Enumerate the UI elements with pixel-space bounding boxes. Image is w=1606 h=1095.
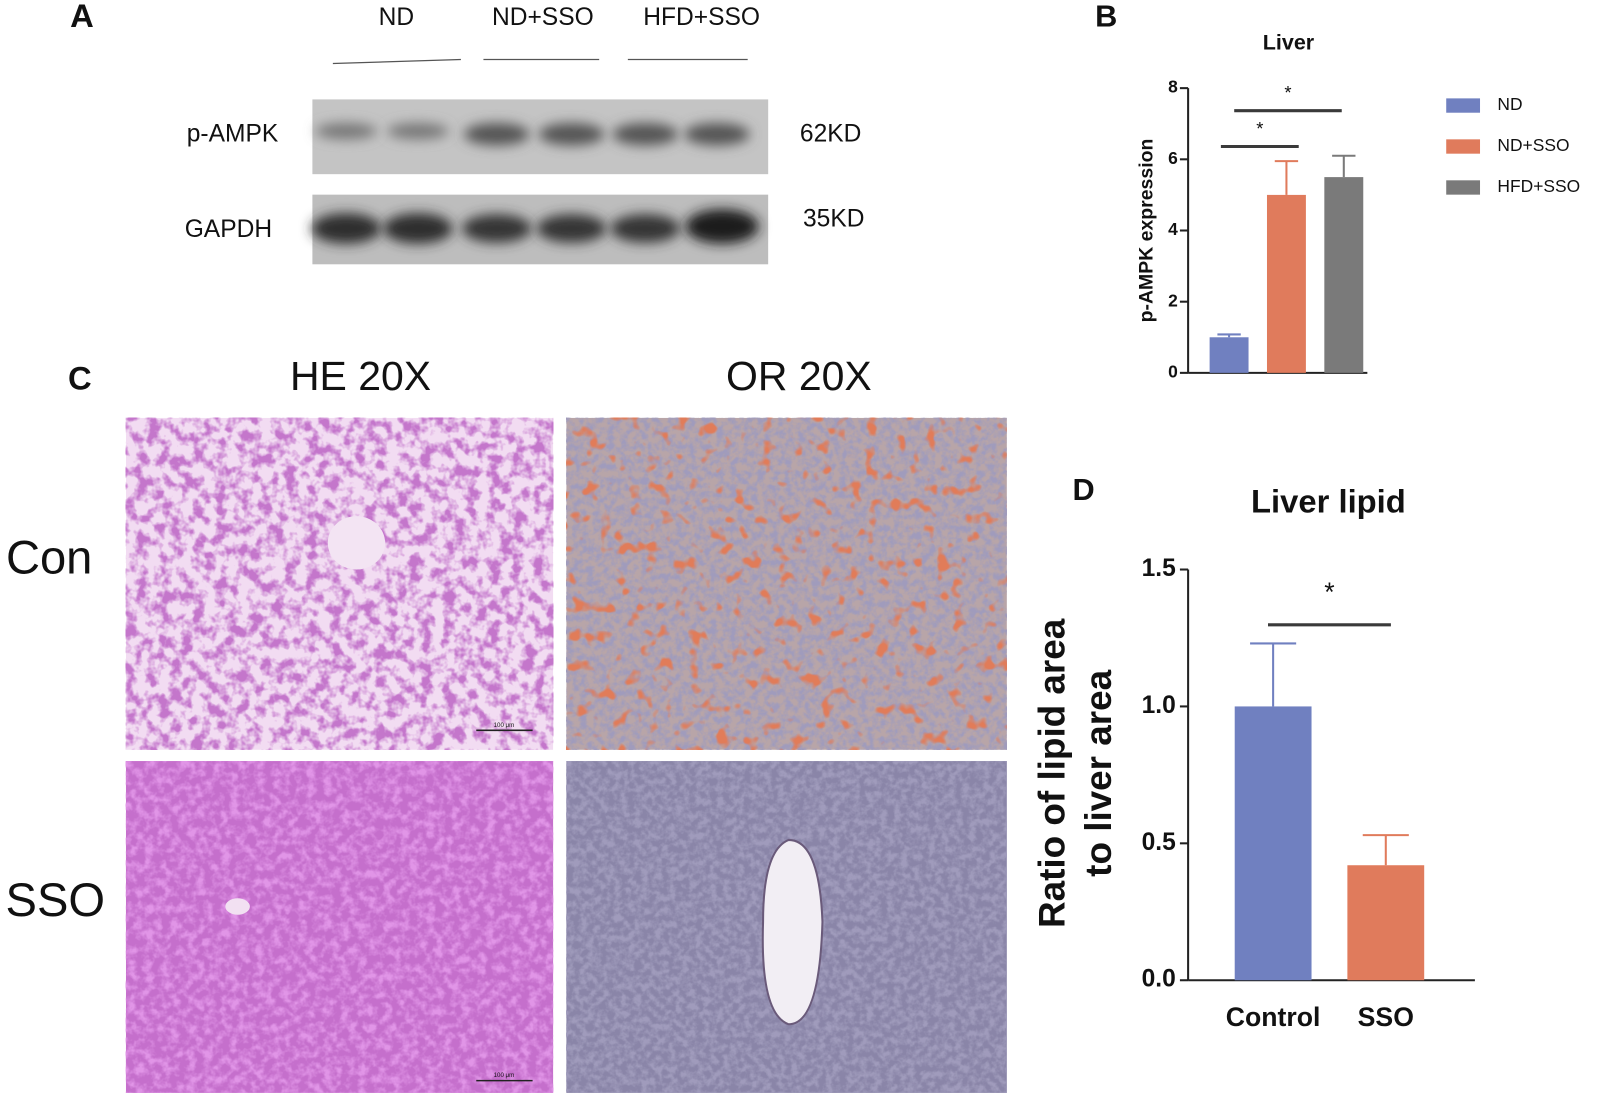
- y-axis-label: to liver area: [1078, 669, 1119, 876]
- size-label: 35KD: [803, 206, 864, 233]
- y-tick-label: 6: [1168, 148, 1178, 168]
- histology-image: [125, 417, 1007, 1093]
- x-tick-label: Control: [1226, 1002, 1321, 1032]
- stain-label: OR 20X: [726, 353, 872, 399]
- protein-label: p-AMPK: [187, 121, 279, 148]
- bar: [1209, 337, 1249, 373]
- bar: [1347, 865, 1425, 981]
- legend-swatch: [1446, 98, 1481, 113]
- y-tick-label: 1.0: [1142, 692, 1176, 719]
- panel-label: B: [1095, 0, 1117, 34]
- group-label: SSO: [6, 873, 106, 926]
- significance-mark: *: [1256, 118, 1263, 139]
- bar: [1266, 194, 1306, 373]
- panel-label: A: [70, 0, 94, 34]
- scale-bar-label: 100 μm: [494, 1072, 515, 1079]
- y-tick-label: 0.0: [1142, 966, 1176, 993]
- protein-label: GAPDH: [185, 216, 272, 243]
- y-tick-label: 2: [1168, 290, 1178, 310]
- charts: Liver p-AMPK expression 0 2 4 6 8 ND ND+SSO HFD+S…: [1032, 31, 1580, 1032]
- legend-label: HFD+SSO: [1497, 176, 1580, 196]
- y-tick-label: 1.5: [1142, 555, 1176, 582]
- scale-bar-label: 100 μm: [494, 722, 515, 729]
- panel-label: C: [68, 360, 92, 397]
- y-tick-label: 8: [1168, 77, 1178, 97]
- significance-mark: *: [1324, 577, 1334, 607]
- chart-title: Liver: [1263, 31, 1315, 55]
- x-tick-label: SSO: [1358, 1002, 1414, 1032]
- blot-group: ND+SSO: [492, 4, 594, 31]
- stain-label: HE 20X: [290, 353, 431, 399]
- panel-label: D: [1073, 472, 1095, 507]
- y-tick-label: 0: [1168, 361, 1178, 381]
- size-label: 62KD: [800, 121, 861, 148]
- significance-mark: *: [1284, 82, 1291, 103]
- legend-label: ND+SSO: [1497, 135, 1569, 155]
- legend-swatch: [1446, 180, 1481, 195]
- group-line: [332, 58, 461, 65]
- chart-title: Liver lipid: [1251, 483, 1406, 520]
- bar: [1234, 706, 1312, 981]
- y-tick-label: 0.5: [1142, 829, 1176, 856]
- blot-image: [311, 99, 769, 265]
- blot-group: ND: [379, 4, 415, 31]
- legend-swatch: [1446, 139, 1481, 154]
- y-tick-label: 4: [1168, 219, 1178, 239]
- blot-group: HFD+SSO: [643, 4, 760, 31]
- y-axis-label: Ratio of lipid area: [1032, 618, 1073, 928]
- y-axis-label: p-AMPK expression: [1135, 139, 1157, 323]
- bar: [1324, 177, 1364, 373]
- group-label: Con: [6, 531, 92, 584]
- legend-label: ND: [1497, 94, 1522, 114]
